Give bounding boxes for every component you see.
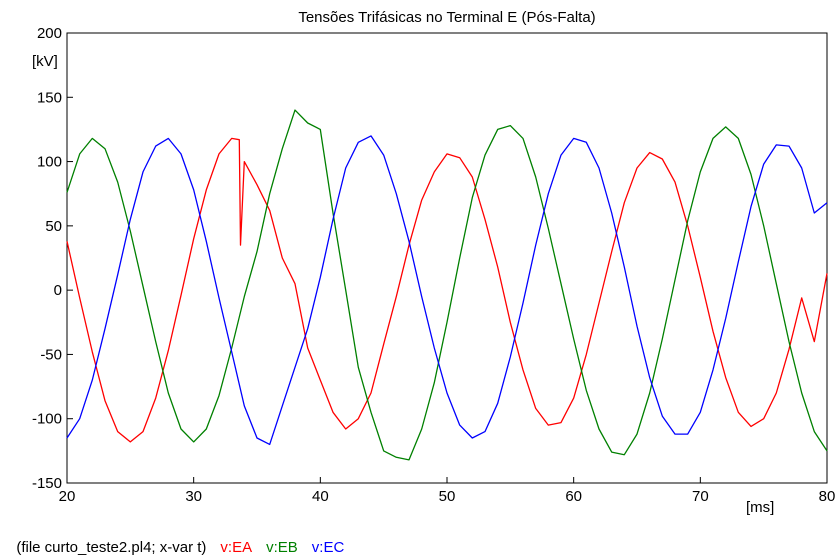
series-line-vec [66,135,828,446]
y-tick-label: 200 [37,25,62,42]
plot-area: Tensões Trifásicas no Terminal E (Pós-Fa… [32,9,835,516]
x-tick-label: 60 [565,488,582,505]
x-tick-label: 50 [439,488,456,505]
x-tick-label: 40 [312,488,329,505]
legend: (file curto_teste2.pl4; x-var t) v:EA v:EB… [8,522,358,556]
y-tick-label: -100 [32,411,62,428]
x-tick-label: 80 [819,488,835,505]
x-tick-label: 30 [185,488,202,505]
y-tick-label: 50 [45,218,62,235]
legend-entry-ec: v:EC [311,539,345,556]
axis-ticks: 20 30 40 50 60 70 80 -150 -100 -50 0 50 100 150 200 [32,25,835,505]
y-tick-label: 0 [54,282,62,299]
plot-frame [66,32,828,484]
legend-entry-ea: v:EA [220,539,253,556]
x-tick-label: 20 [59,488,76,505]
y-tick-label: -50 [40,346,62,363]
chart-title: Tensões Trifásicas no Terminal E (Pós-Fa… [298,9,595,26]
file-note: (file curto_teste2.pl4; x-var t) [16,539,207,556]
legend-entry-eb: v:EB [266,539,298,556]
x-tick-label: 70 [692,488,709,505]
x-axis-unit: [ms] [746,499,774,516]
series-line-veb [66,109,828,461]
series-layer [66,109,828,461]
y-tick-label: -150 [32,475,62,492]
y-tick-label: 150 [37,89,62,106]
series-line-vea [66,137,828,443]
y-axis-unit: [kV] [32,53,58,70]
y-tick-label: 100 [37,154,62,171]
